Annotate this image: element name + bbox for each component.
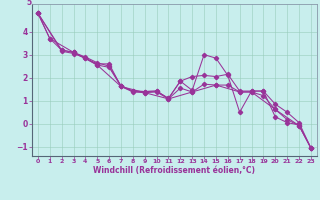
Text: 5: 5	[27, 0, 32, 7]
X-axis label: Windchill (Refroidissement éolien,°C): Windchill (Refroidissement éolien,°C)	[93, 166, 255, 175]
